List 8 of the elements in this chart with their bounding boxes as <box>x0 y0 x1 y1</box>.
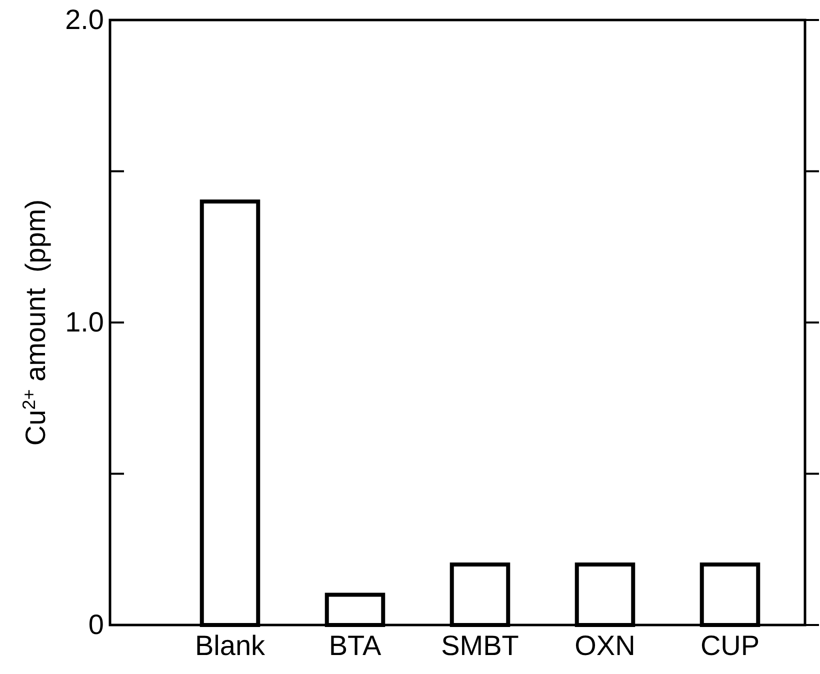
x-tick-label: SMBT <box>441 630 519 661</box>
x-tick-label: Blank <box>194 630 266 661</box>
y-tick-label: 0 <box>88 608 104 640</box>
x-tick-label: CUP <box>700 630 760 661</box>
y-tick-label: 2.0 <box>65 4 104 35</box>
x-tick-label: OXN <box>574 630 636 661</box>
x-tick-label: BTA <box>328 630 382 661</box>
y-tick-label: 1.0 <box>65 306 104 338</box>
